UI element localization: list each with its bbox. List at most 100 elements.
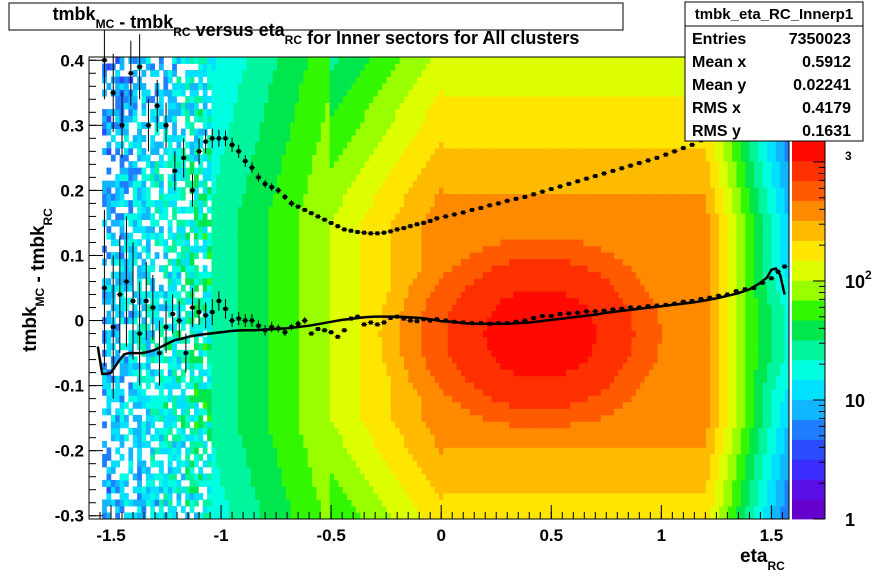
heatmap-cell — [211, 148, 217, 156]
heatmap-cell — [373, 135, 379, 142]
heatmap-cell — [382, 187, 387, 195]
heatmap-cell — [281, 174, 287, 182]
heatmap-cell — [347, 460, 352, 468]
heatmap-cell — [202, 245, 208, 253]
heatmap-cell — [255, 395, 261, 403]
heatmap-cell — [180, 408, 186, 416]
heatmap-cell — [154, 239, 160, 247]
heatmap-cell — [102, 382, 107, 390]
heatmap-cell — [303, 76, 309, 84]
heatmap-cell — [259, 427, 265, 435]
heatmap-cell — [229, 239, 234, 247]
heatmap-cell — [382, 70, 387, 77]
heatmap-cell — [299, 226, 304, 234]
heatmap-cell — [137, 466, 142, 474]
heatmap-cell — [320, 148, 326, 156]
heatmap-cell — [408, 310, 414, 318]
heatmap-cell — [439, 226, 444, 234]
heatmap-cell — [364, 479, 370, 487]
heatmap-cell — [439, 180, 444, 188]
heatmap-cell — [246, 466, 252, 474]
heatmap-cell — [312, 369, 317, 377]
heatmap-cell — [255, 382, 261, 390]
heatmap-cell — [412, 401, 418, 409]
heatmap-cell — [320, 239, 326, 247]
heatmap-cell — [369, 239, 374, 247]
heatmap-cell — [211, 492, 217, 500]
heatmap-cell — [229, 122, 234, 129]
heatmap-cell — [215, 109, 221, 116]
heatmap-cell — [439, 206, 444, 214]
heatmap-cell — [268, 57, 274, 64]
heatmap-cell — [220, 479, 226, 487]
heatmap-cell — [351, 330, 357, 338]
heatmap-cell — [386, 375, 392, 383]
heatmap-cell — [185, 109, 191, 116]
heatmap-cell — [373, 297, 379, 305]
heatmap-cell — [421, 486, 427, 494]
heatmap-cell — [408, 83, 414, 90]
heatmap-cell — [439, 388, 444, 396]
heatmap-cell — [233, 408, 239, 416]
heatmap-cell — [369, 122, 374, 129]
heatmap-cell — [255, 362, 261, 370]
heatmap-cell — [399, 278, 405, 286]
heatmap-cell — [360, 180, 366, 188]
heatmap-cell — [137, 265, 142, 273]
heatmap-cell — [281, 122, 287, 129]
heatmap-cell — [224, 265, 230, 273]
heatmap-cell — [137, 479, 142, 487]
heatmap-cell — [211, 343, 217, 351]
heatmap-cell — [386, 505, 392, 513]
heatmap-cell — [246, 200, 252, 208]
heatmap-cell — [408, 187, 414, 195]
heatmap-cell — [421, 479, 427, 487]
heatmap-cell — [119, 388, 125, 396]
heatmap-cell — [338, 70, 344, 77]
heatmap-cell — [246, 486, 252, 494]
heatmap-cell — [294, 193, 300, 201]
heatmap-cell — [377, 453, 383, 461]
heatmap-cell — [255, 57, 261, 64]
heatmap-cell — [377, 434, 383, 442]
heatmap-cell — [250, 239, 256, 247]
heatmap-cell — [395, 466, 401, 474]
heatmap-cell — [434, 180, 440, 188]
heatmap-cell — [242, 102, 247, 110]
heatmap-cell — [255, 343, 261, 351]
heatmap-cell — [145, 89, 151, 97]
heatmap-cell — [417, 232, 422, 240]
heatmap-cell — [211, 115, 217, 123]
heatmap-cell — [272, 109, 278, 116]
heatmap-cell — [259, 512, 265, 520]
heatmap-cell — [277, 460, 282, 468]
heatmap-cell — [211, 466, 217, 474]
heatmap-cell — [408, 115, 414, 123]
heatmap-cell — [215, 174, 221, 182]
heatmap-cell — [369, 453, 374, 461]
heatmap-cell — [255, 447, 261, 455]
heatmap-cell — [176, 161, 182, 169]
heatmap-cell — [220, 486, 226, 494]
heatmap-cell — [242, 395, 247, 403]
heatmap-cell — [390, 401, 396, 409]
heatmap-cell — [421, 466, 427, 474]
heatmap-cell — [237, 187, 243, 195]
heatmap-cell — [185, 174, 191, 182]
heatmap-cell — [115, 122, 121, 129]
heatmap-cell — [338, 57, 344, 64]
heatmap-cell — [167, 226, 173, 234]
heatmap-cell — [115, 83, 121, 90]
heatmap-cell — [434, 284, 440, 292]
heatmap-cell — [154, 460, 160, 468]
heatmap-cell — [382, 408, 387, 416]
heatmap-cell — [272, 70, 278, 77]
heatmap-cell — [399, 375, 405, 383]
heatmap-cell — [334, 330, 339, 338]
heatmap-cell — [316, 122, 322, 129]
heatmap-cell — [115, 499, 121, 507]
heatmap-cell — [202, 174, 208, 182]
heatmap-cell — [421, 226, 427, 234]
heatmap-cell — [172, 193, 177, 201]
heatmap-cell — [224, 492, 230, 500]
